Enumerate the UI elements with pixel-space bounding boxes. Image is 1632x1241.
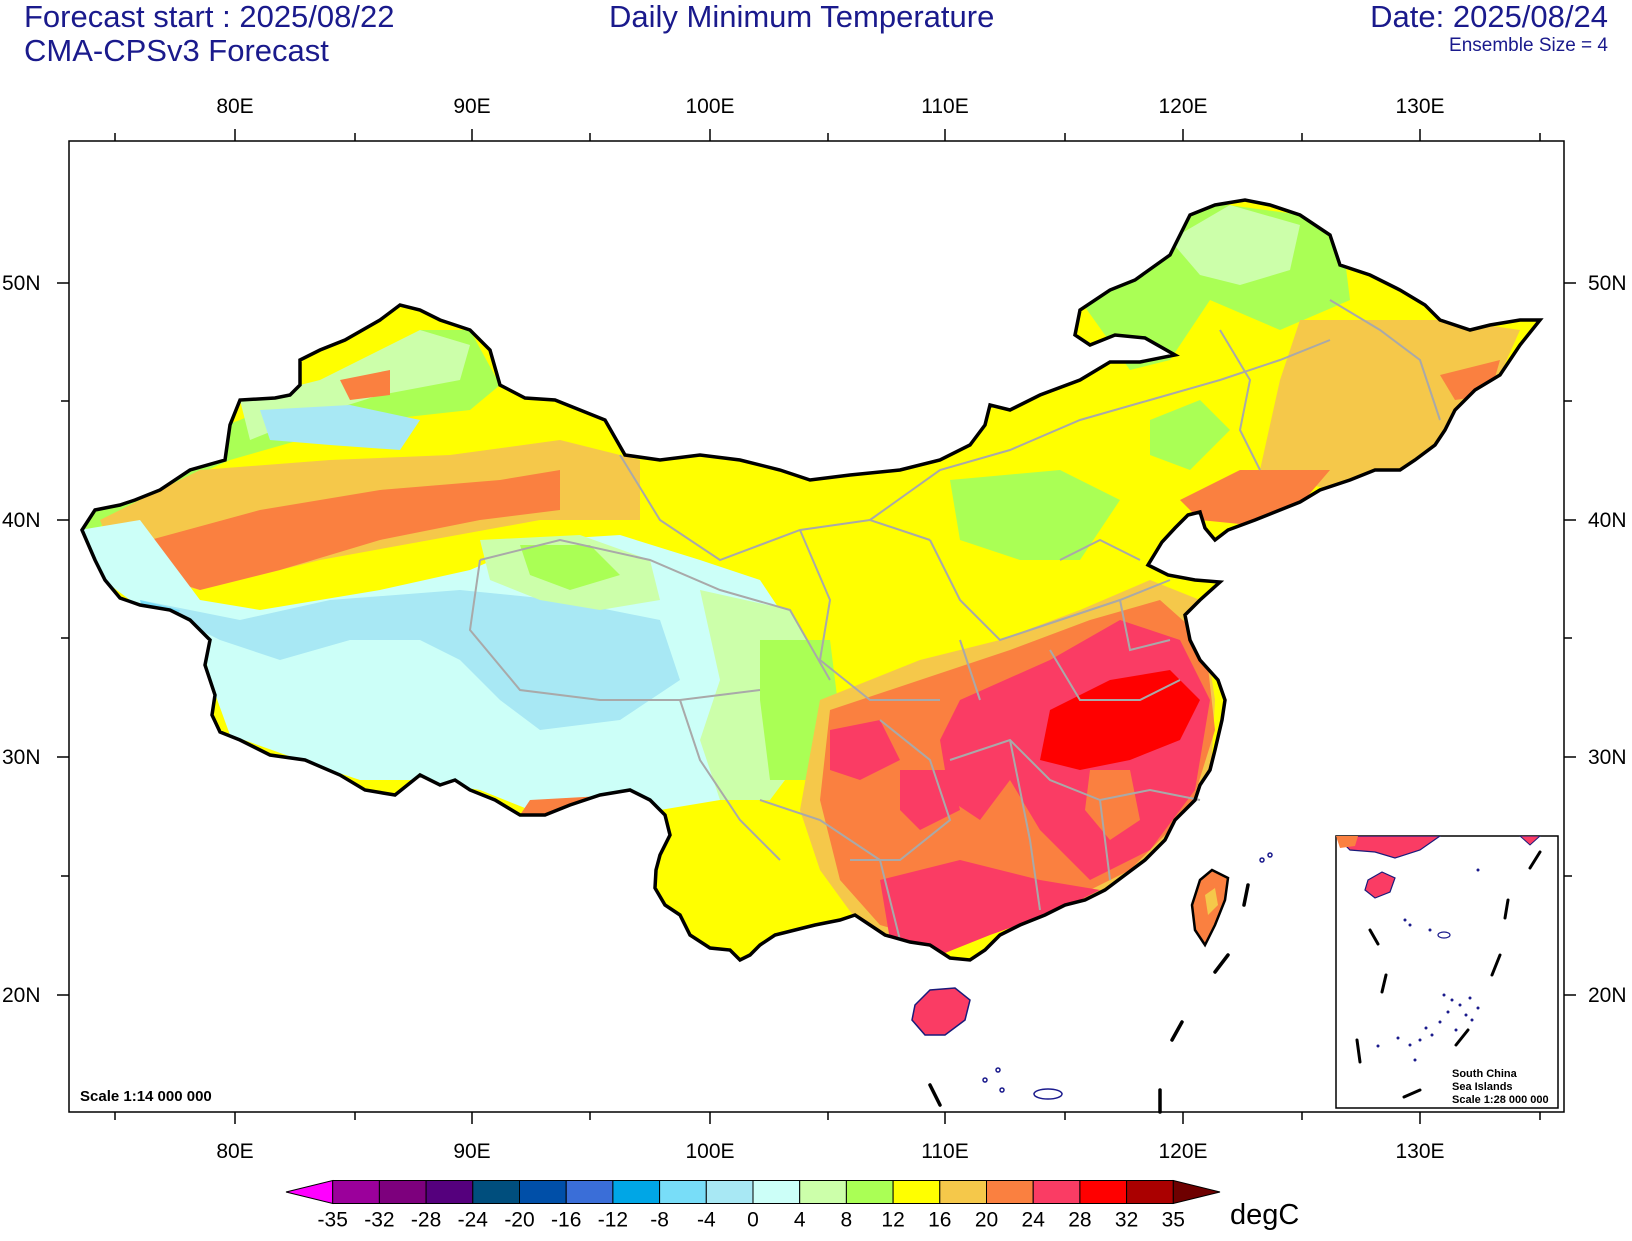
ensemble-size-label: Ensemble Size = 4 (1449, 35, 1608, 56)
model-name-label: CMA-CPSv3 Forecast (24, 33, 329, 68)
colorbar-tick-label: 8 (841, 1209, 853, 1232)
lon-label-top: 120E (1158, 95, 1207, 118)
colorbar-bin (472, 1180, 520, 1204)
province-borders (468, 299, 1441, 941)
colorbar-bin (1126, 1180, 1174, 1204)
colorbar-tick-label: 32 (1115, 1209, 1138, 1232)
lat-label-left: 50N (2, 272, 41, 295)
lat-label-right: 50N (1588, 272, 1627, 295)
lon-label-bottom: 90E (453, 1140, 490, 1163)
lat-label-right: 30N (1588, 746, 1627, 769)
colorbar-tick-label: -28 (411, 1209, 441, 1232)
inset-label: South China (1452, 1068, 1518, 1080)
hainan-island (911, 987, 971, 1036)
colorbar-bin (519, 1180, 567, 1204)
colorbar-bin (705, 1180, 754, 1204)
lat-label-right: 20N (1588, 984, 1627, 1007)
colorbar-tick-label: 28 (1068, 1209, 1091, 1232)
lon-label-bottom: 120E (1158, 1140, 1207, 1163)
colorbar-tick-label: -12 (598, 1209, 628, 1232)
colorbar-bin (425, 1180, 474, 1204)
colorbar-bin (659, 1180, 707, 1204)
colorbar-bin (799, 1180, 847, 1204)
colorbar-tick-label: -24 (458, 1209, 489, 1232)
lon-label-top: 80E (216, 95, 253, 118)
colorbar-tick-label: -16 (551, 1209, 581, 1232)
lon-label-top: 110E (921, 95, 969, 118)
lat-label-right: 40N (1588, 509, 1627, 532)
map-title: Daily Minimum Temperature (609, 0, 995, 34)
colorbar-bin (752, 1180, 801, 1204)
scale-label: Scale 1:14 000 000 (80, 1088, 212, 1105)
lon-label-top: 90E (453, 95, 490, 118)
colorbar-tick-label: 24 (1022, 1209, 1046, 1232)
inset-map: South China Sea Islands Scale 1:28 000 0… (1335, 835, 1559, 1109)
colorbar-tick-label: 16 (928, 1209, 951, 1232)
colorbar-tick-label: -8 (650, 1209, 669, 1232)
lon-label-top: 100E (685, 95, 734, 118)
colorbar-tick-label: 4 (794, 1209, 806, 1232)
lon-label-bottom: 110E (921, 1140, 969, 1163)
small-islands (982, 852, 1273, 1100)
lat-label-left: 20N (2, 984, 41, 1007)
colorbar-bin (612, 1180, 661, 1204)
colorbar-tick-label: -20 (504, 1209, 534, 1232)
colorbar-bin (892, 1180, 941, 1204)
colorbar-tick-label: -35 (318, 1209, 348, 1232)
colorbar-bin (1079, 1180, 1128, 1204)
valid-date-label: Date: 2025/08/24 (1370, 0, 1608, 34)
colorbar-tick-label: 20 (975, 1209, 998, 1232)
lon-label-bottom: 80E (216, 1140, 253, 1163)
colorbar-bin (565, 1180, 614, 1204)
lon-label-top: 130E (1395, 95, 1444, 118)
colorbar-tick-label: 12 (881, 1209, 904, 1232)
colorbar-bin (378, 1180, 427, 1204)
lon-label-bottom: 100E (685, 1140, 734, 1163)
colorbar-bin (285, 1179, 334, 1205)
colorbar-bin (332, 1180, 380, 1204)
forecast-start-label: Forecast start : 2025/08/22 (24, 0, 395, 34)
colorbar: -35 -32 -28 -24 -20 -16 -12 -8 -4 0 4 8 12 16 20 24 28 32… (285, 1179, 1221, 1232)
inset-label: Scale 1:28 000 000 (1452, 1094, 1549, 1106)
inset-label: Sea Islands (1452, 1081, 1513, 1093)
colorbar-tick-label: 35 (1162, 1209, 1185, 1232)
colorbar-tick-label: -32 (364, 1209, 394, 1232)
lon-label-bottom: 130E (1395, 1140, 1444, 1163)
colorbar-bin (1172, 1179, 1221, 1205)
axis-ticks (57, 129, 1576, 1124)
colorbar-tick-label: 0 (747, 1209, 759, 1232)
colorbar-bin (845, 1180, 894, 1204)
colorbar-tick-label: -4 (697, 1209, 716, 1232)
colorbar-unit: degC (1230, 1199, 1299, 1231)
colorbar-bin (1032, 1180, 1081, 1204)
nine-dash-line (928, 883, 1250, 1114)
colorbar-bin (986, 1180, 1034, 1204)
lat-label-left: 40N (2, 509, 41, 532)
china-border (80, 198, 1544, 963)
lat-label-left: 30N (2, 746, 41, 769)
colorbar-bin (939, 1180, 987, 1204)
